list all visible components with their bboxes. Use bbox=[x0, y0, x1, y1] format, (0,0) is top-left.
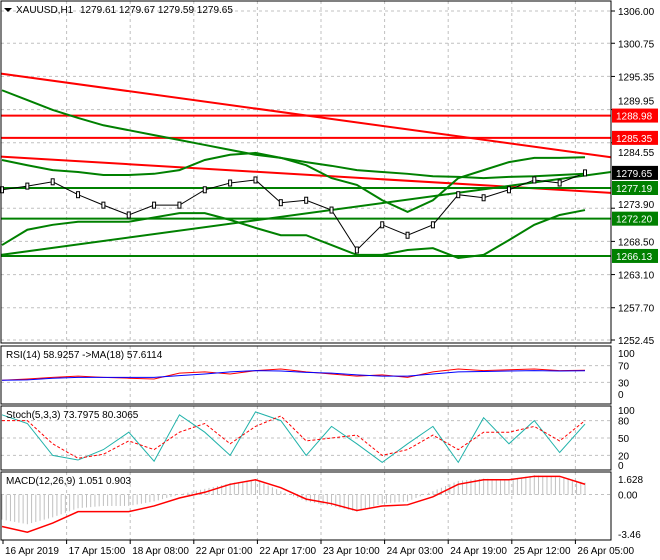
indicator-axis-label: 70 bbox=[618, 362, 630, 373]
indicator-axis-label: 80 bbox=[618, 417, 630, 428]
indicator-axis-label: 0 bbox=[618, 390, 624, 401]
candle bbox=[25, 182, 30, 190]
candle bbox=[304, 196, 309, 204]
macd-panel[interactable] bbox=[0, 471, 612, 541]
price-label: 1268.50 bbox=[618, 237, 655, 248]
stoch-panel[interactable] bbox=[0, 405, 612, 471]
price-line bbox=[1, 172, 586, 251]
time-label: 18 Apr 08:00 bbox=[132, 546, 189, 557]
candle bbox=[557, 179, 562, 187]
axes: 16 Apr 2019 17 Apr 15:00 18 Apr 08:00 22 Ap… bbox=[2, 7, 658, 557]
time-label: 22 Apr 01:00 bbox=[196, 546, 253, 557]
price-label: 1273.90 bbox=[618, 200, 655, 211]
price-level-label: 1285.35 bbox=[616, 134, 653, 145]
time-label: 23 Apr 10:00 bbox=[323, 546, 380, 557]
price-label: 1257.70 bbox=[618, 304, 655, 315]
indicator-axis-label: 0 bbox=[618, 461, 624, 472]
indicator-axis-label: 100 bbox=[618, 349, 635, 360]
moving-average-line bbox=[1, 89, 586, 180]
bollinger-upper-line bbox=[1, 151, 586, 214]
time-label: 26 Apr 05:00 bbox=[577, 546, 634, 557]
candle bbox=[583, 169, 587, 177]
rsi-ma-line bbox=[1, 370, 586, 381]
candle bbox=[354, 246, 359, 254]
price-level-badge bbox=[612, 165, 658, 180]
time-label: 24 Apr 03:00 bbox=[387, 546, 444, 557]
rsi-title: RSI(14) 58.9257 ->MA(18) 57.6114 bbox=[6, 350, 163, 361]
price-label: 1289.95 bbox=[618, 97, 655, 108]
candle bbox=[202, 186, 207, 194]
stoch-signal-line bbox=[2, 415, 586, 459]
candle bbox=[152, 201, 157, 209]
macd-title: MACD(12,26,9) 1.051 0.903 bbox=[6, 476, 132, 487]
chart-marks bbox=[0, 72, 612, 533]
trendline bbox=[0, 170, 612, 256]
time-label: 25 Apr 12:00 bbox=[514, 546, 571, 557]
candle bbox=[405, 231, 410, 239]
candle bbox=[380, 221, 385, 229]
ohlc-values: 1279.61 1279.67 1279.59 1279.65 bbox=[80, 5, 233, 16]
time-label: 16 Apr 2019 bbox=[5, 546, 59, 557]
price-label: 1306.00 bbox=[618, 7, 655, 18]
candle bbox=[456, 191, 461, 199]
price-label: 1252.45 bbox=[618, 336, 655, 347]
candle bbox=[76, 191, 81, 199]
price-level-badge bbox=[612, 248, 658, 263]
price-label: 1263.10 bbox=[618, 271, 655, 282]
price-level-badge bbox=[612, 211, 658, 226]
bollinger-lower-line bbox=[1, 209, 586, 260]
main-panel[interactable] bbox=[0, 0, 612, 344]
price-level-label: 1288.98 bbox=[616, 112, 653, 123]
price-level-badge bbox=[612, 130, 658, 145]
price-level-label: 1272.20 bbox=[616, 215, 653, 226]
candle bbox=[253, 176, 258, 184]
macd-signal-line bbox=[1, 475, 586, 533]
indicator-axis-label: 50 bbox=[618, 434, 630, 445]
price-label: 1295.35 bbox=[618, 72, 655, 83]
rsi-panel[interactable] bbox=[0, 345, 612, 405]
rsi-rsi-line bbox=[1, 368, 586, 381]
candle bbox=[506, 186, 511, 194]
indicator-axis-label: 30 bbox=[618, 378, 630, 389]
price-level-badge bbox=[612, 181, 658, 196]
symbol-label: XAUUSD,H1 bbox=[16, 5, 74, 16]
indicator-axis-label: 100 bbox=[618, 406, 635, 417]
indicator-axis-label: -3.46 bbox=[618, 530, 641, 541]
price-level-label: 1266.13 bbox=[616, 252, 653, 263]
dropdown-triangle-icon[interactable] bbox=[4, 8, 12, 12]
indicator-axis-label: 1.628 bbox=[618, 475, 643, 486]
candle bbox=[126, 211, 131, 219]
price-label: 1284.55 bbox=[618, 148, 655, 159]
candle bbox=[481, 194, 486, 202]
stoch-title: Stoch(5,3,3) 73.7975 80.3065 bbox=[6, 410, 139, 421]
candle bbox=[430, 221, 435, 229]
candle bbox=[177, 201, 182, 209]
indicator-axis-label: 20 bbox=[618, 451, 630, 462]
grid bbox=[1, 1, 611, 540]
time-label: 22 Apr 17:00 bbox=[259, 546, 316, 557]
indicator-axis-label: 0.00 bbox=[618, 491, 638, 502]
price-level-label: 1277.19 bbox=[616, 184, 653, 195]
panel-frames bbox=[0, 0, 612, 541]
price-level-badge bbox=[612, 108, 658, 123]
candle bbox=[228, 179, 233, 187]
candle bbox=[278, 199, 283, 207]
candle bbox=[532, 176, 537, 184]
candle bbox=[50, 178, 55, 186]
candle bbox=[101, 201, 106, 209]
time-label: 17 Apr 15:00 bbox=[69, 546, 126, 557]
time-label: 24 Apr 19:00 bbox=[450, 546, 507, 557]
price-label: 1300.75 bbox=[618, 39, 655, 50]
price-level-label: 1279.65 bbox=[616, 169, 653, 180]
candle bbox=[329, 206, 334, 214]
stoch-main-line bbox=[1, 411, 586, 464]
